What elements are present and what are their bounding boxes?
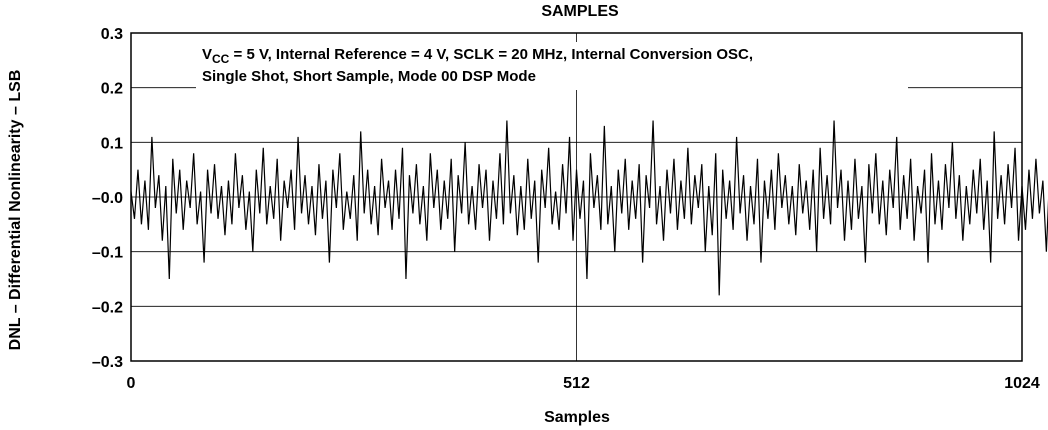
x-tick-label: 1024 xyxy=(1004,375,1040,392)
x-axis-label: Samples xyxy=(544,409,610,426)
chart-title: SAMPLES xyxy=(541,3,619,20)
x-tick-label: 0 xyxy=(127,375,136,392)
y-tick-label: –0.1 xyxy=(92,245,123,262)
annotation-line-1-rest: = 5 V, Internal Reference = 4 V, SCLK = … xyxy=(229,46,753,63)
series-group xyxy=(130,120,1048,296)
annotation-line-2: Single Shot, Short Sample, Mode 00 DSP M… xyxy=(202,68,536,85)
conditions-annotation: VCC = 5 V, Internal Reference = 4 V, SCL… xyxy=(202,46,753,85)
annotation-vcc-subscript: CC xyxy=(212,52,230,66)
annotation-background xyxy=(196,42,908,90)
series-line-dnl xyxy=(130,120,1048,296)
y-tick-label: –0.0 xyxy=(92,190,123,207)
y-tick-label: –0.2 xyxy=(92,299,123,316)
y-tick-label: 0.2 xyxy=(101,81,123,98)
y-tick-labels: 0.3 0.2 0.1 –0.0 –0.1 –0.2 –0.3 xyxy=(92,26,123,371)
y-tick-label: –0.3 xyxy=(92,354,123,371)
annotation-line-1: VCC = 5 V, Internal Reference = 4 V, SCL… xyxy=(202,46,753,66)
y-axis-label: DNL – Differential Nonlinearity – LSB xyxy=(7,70,24,351)
x-tick-labels: 0 512 1024 xyxy=(127,375,1040,392)
x-tick-label: 512 xyxy=(563,375,590,392)
annotation-vcc-prefix: V xyxy=(202,46,212,63)
grid-lines xyxy=(131,33,1022,361)
plot-frame xyxy=(130,32,1023,362)
y-tick-label: 0.3 xyxy=(101,26,123,43)
y-tick-label: 0.1 xyxy=(101,135,123,152)
